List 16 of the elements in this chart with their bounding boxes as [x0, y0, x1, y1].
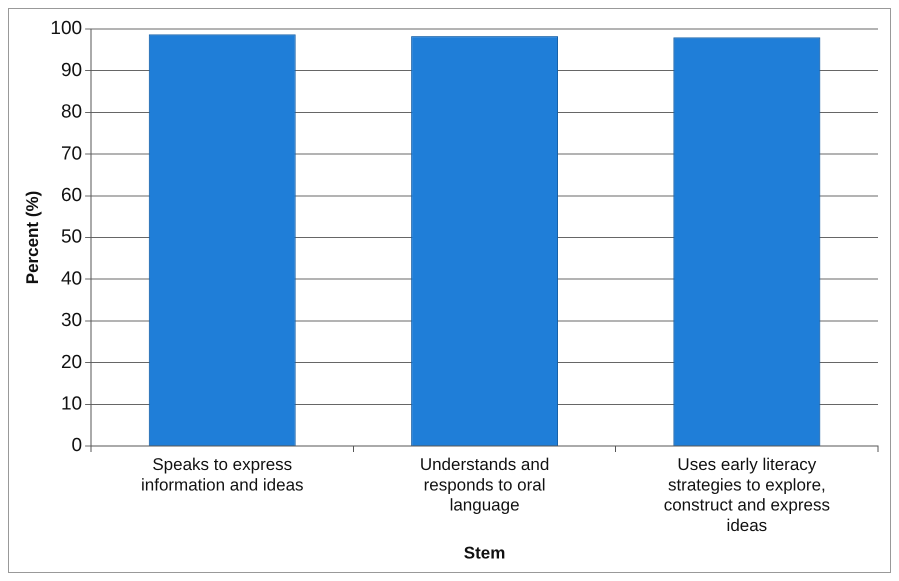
x-tick-label: Understands and responds to oral language [420, 454, 550, 515]
y-tick-label: 70 [60, 143, 82, 164]
y-tick-label: 40 [60, 268, 82, 290]
y-tick-label: 60 [60, 185, 82, 206]
y-tick-label: 20 [60, 352, 82, 373]
y-tick-label: 0 [72, 435, 82, 456]
y-tick-label: 50 [60, 226, 82, 248]
x-tick-label: Uses early literacy strategies to explore, construct and express ideas [664, 454, 830, 536]
x-tick-label: Speaks to express information and ideas [140, 454, 304, 494]
y-axis-title: Percent (%) [22, 190, 42, 284]
y-tick-label: 10 [60, 394, 82, 415]
y-tick-label: 100 [50, 18, 82, 40]
y-tick-label: 90 [60, 60, 82, 81]
x-axis-title: Stem [464, 543, 506, 562]
y-tick-label: 80 [60, 102, 82, 123]
y-tick-label: 30 [60, 310, 82, 332]
